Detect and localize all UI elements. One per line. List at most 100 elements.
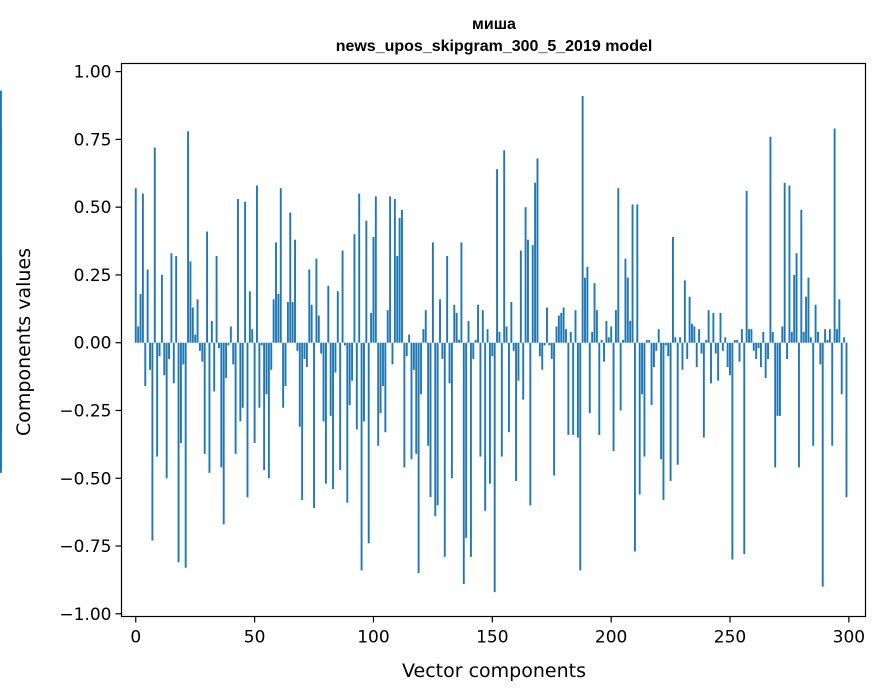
bar-59 — [275, 242, 277, 343]
bar-283 — [807, 277, 810, 343]
bar-33 — [213, 342, 216, 392]
y-tick-label: 0.00 — [74, 334, 112, 354]
bar-257 — [745, 190, 748, 343]
bar-21 — [184, 342, 187, 568]
bar-155 — [503, 150, 506, 343]
bar-204 — [619, 342, 622, 411]
bar-98 — [367, 342, 370, 544]
bar-139 — [465, 342, 468, 538]
x-tick-label: 200 — [595, 628, 627, 648]
bar-291 — [826, 340, 829, 343]
bar-68 — [296, 342, 299, 351]
bar-132 — [448, 342, 451, 384]
bar-5 — [146, 269, 149, 343]
bar-undefined — [0, 342, 2, 473]
bar-undefined — [0, 247, 2, 343]
bar-26 — [196, 299, 199, 343]
y-axis-ticks: 1.00 0.75 0.50 0.25 0.00 −0.25 −0.50 −0.75 −1.00 — [59, 63, 122, 625]
bar-92 — [353, 234, 356, 343]
bar-104 — [382, 342, 384, 387]
bar-217 — [650, 342, 653, 406]
bar-179 — [560, 312, 563, 343]
bar-165 — [527, 239, 529, 343]
bar-170 — [538, 342, 541, 357]
bar-44 — [239, 342, 242, 422]
bar-129 — [441, 342, 444, 359]
bar-73 — [308, 269, 311, 343]
bar-122 — [424, 310, 427, 343]
bar-159 — [512, 342, 515, 351]
bar-169 — [536, 158, 539, 343]
bar-286 — [814, 304, 817, 343]
bar-85 — [336, 291, 339, 343]
bar-16 — [172, 342, 175, 384]
bar-256 — [743, 342, 746, 555]
bar-281 — [802, 331, 805, 343]
bar-223 — [664, 342, 667, 346]
bar-236 — [695, 342, 698, 368]
bar-273 — [783, 182, 786, 343]
bar-175 — [550, 342, 553, 359]
bar-163 — [522, 342, 525, 400]
bar-9 — [156, 342, 159, 457]
bar-237 — [698, 329, 701, 343]
bar-266 — [767, 342, 769, 359]
bar-22 — [187, 131, 190, 343]
bar-103 — [379, 342, 382, 414]
bar-186 — [576, 342, 579, 438]
bar-246 — [719, 312, 722, 343]
bar-107 — [389, 196, 392, 343]
bar-48 — [248, 291, 251, 343]
bar-243 — [712, 312, 715, 343]
bar-265 — [764, 342, 767, 378]
bar-95 — [360, 342, 363, 571]
bar-187 — [579, 342, 582, 571]
bar-137 — [460, 242, 463, 343]
x-tick-label: 150 — [476, 628, 508, 648]
bar-230 — [681, 342, 684, 370]
bar-156 — [505, 326, 508, 343]
bar-174 — [548, 342, 551, 346]
bar-244 — [714, 342, 717, 354]
bar-126 — [434, 342, 437, 517]
bar-130 — [443, 342, 446, 557]
bar-23 — [189, 261, 192, 343]
bar-197 — [603, 342, 605, 362]
bar-235 — [693, 326, 696, 343]
bar-4 — [144, 342, 147, 387]
bar-166 — [529, 342, 532, 506]
bar-261 — [755, 342, 758, 359]
bar-110 — [396, 255, 399, 343]
bar-79 — [322, 342, 325, 422]
bar-297 — [840, 342, 843, 395]
bar-280 — [800, 209, 803, 343]
bar-219 — [655, 342, 658, 351]
bar-294 — [833, 128, 836, 343]
bar-262 — [757, 342, 760, 349]
bar-252 — [733, 340, 736, 343]
bar-113 — [403, 342, 406, 468]
bar-160 — [515, 342, 518, 481]
bar-134 — [453, 304, 456, 343]
bar-189 — [584, 277, 586, 343]
bar-277 — [793, 274, 796, 343]
y-tick-label: 0.25 — [74, 266, 112, 286]
bar-202 — [614, 310, 617, 343]
bar-8 — [153, 147, 156, 343]
bar-264 — [762, 331, 765, 343]
bar-234 — [691, 323, 693, 343]
bar-146 — [481, 310, 484, 343]
bar-299 — [845, 342, 848, 498]
bar-80 — [324, 342, 327, 484]
bar-199 — [607, 337, 610, 343]
bar-123 — [427, 342, 430, 446]
bar-229 — [679, 337, 682, 343]
bar-72 — [305, 342, 308, 368]
bar-45 — [241, 342, 244, 408]
bar-255 — [740, 329, 743, 343]
bar-121 — [422, 329, 425, 343]
bar-259 — [750, 329, 753, 343]
bar-31 — [208, 342, 211, 473]
x-axis-ticks: 0 50 100 150 200 250 300 — [130, 616, 865, 648]
